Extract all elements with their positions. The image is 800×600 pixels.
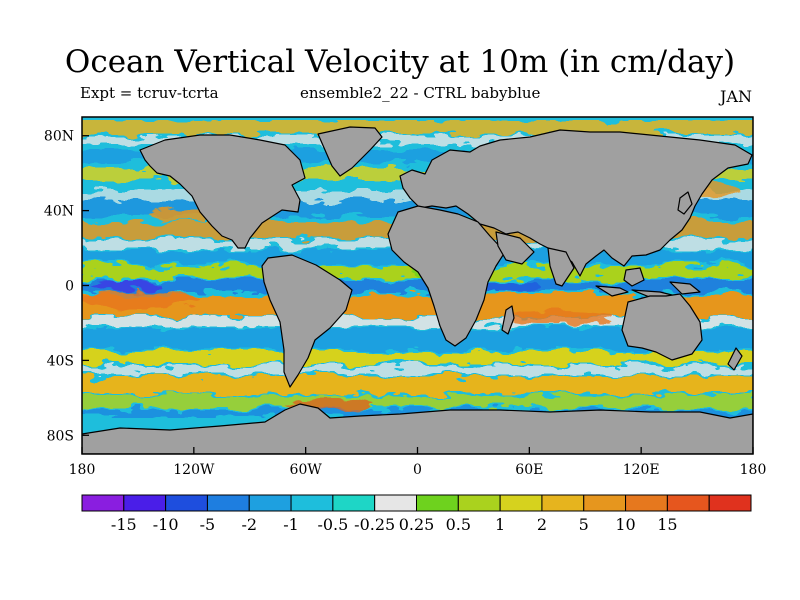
lon-tick-label: 180 (740, 462, 767, 478)
lat-tick-label: 80S (47, 428, 74, 444)
australia (621, 293, 703, 361)
lon-tick-label: 0 (413, 462, 422, 478)
lat-tick-label: 0 (65, 279, 74, 295)
ocean-field (82, 117, 753, 454)
colorbar-label: -10 (153, 515, 179, 534)
colorbar-swatch (625, 494, 668, 512)
colorbar-swatch (81, 494, 125, 512)
colorbar-swatch (583, 494, 627, 512)
experiment-label: Expt = tcruv-tcrta (80, 84, 219, 102)
colorbar-label: -1 (283, 515, 299, 534)
eurasia (399, 129, 753, 277)
india (547, 247, 575, 287)
colorbar-label: -0.5 (317, 515, 348, 534)
new-zealand (727, 347, 743, 371)
colorbar-swatch (374, 494, 417, 512)
new-guinea (669, 281, 701, 295)
colorbar-swatch (416, 494, 459, 512)
lon-tick-label: 120E (623, 462, 660, 478)
colorbar-swatch (457, 494, 501, 512)
colorbar-label: -15 (111, 515, 137, 534)
colorbar-swatch (708, 494, 752, 512)
arabia (495, 231, 535, 265)
africa (387, 205, 506, 347)
lon-tick-label: 60E (515, 462, 543, 478)
colorbar-swatch (290, 494, 334, 512)
colorbar-label: -2 (241, 515, 257, 534)
colorbar-label: 0.25 (399, 515, 435, 534)
month-label: JAN (720, 87, 752, 106)
land-masses (82, 126, 753, 454)
madagascar (501, 305, 515, 335)
colorbar-swatch (165, 494, 208, 512)
colorbar-label: 0.5 (446, 515, 471, 534)
ensemble-label: ensemble2_22 - CTRL babyblue (300, 84, 541, 102)
lon-tick-label: 180 (69, 462, 96, 478)
north-america (139, 134, 306, 249)
colorbar-swatch (666, 494, 710, 512)
colorbar-label: 15 (657, 515, 677, 534)
colorbar-label: 1 (495, 515, 505, 534)
lat-tick-label: 40N (44, 204, 74, 220)
lat-tick-label: 40S (47, 353, 74, 369)
colorbar-swatch (206, 494, 250, 512)
lat-tick-label: 80N (44, 129, 74, 145)
colorbar: -15 -10 -5 -2 -1 -0.5 -0.25 0.25 0.5 1 2 5 10 15 (81, 494, 752, 534)
colorbar-label: -0.25 (354, 515, 395, 534)
lon-tick-label: 60W (290, 462, 323, 478)
axis-ticks: 80N 40N 0 40S 80S 180 120W 60W 0 60E 120E 180 (44, 129, 766, 478)
borneo (623, 267, 645, 287)
japan (677, 191, 693, 215)
colorbar-label: 2 (537, 515, 547, 534)
colorbar-swatch (332, 494, 376, 512)
lon-tick-label: 120W (173, 462, 215, 478)
antarctica (82, 403, 753, 454)
south-america (261, 254, 353, 388)
colorbar-swatch (123, 494, 167, 512)
colorbar-swatch (248, 494, 292, 512)
plot-title: Ocean Vertical Velocity at 10m (in cm/da… (64, 44, 736, 80)
colorbar-swatch (541, 494, 585, 512)
colorbar-label: 5 (579, 515, 589, 534)
greenland (317, 126, 383, 177)
colorbar-swatch (499, 494, 543, 512)
colorbar-label: 10 (615, 515, 635, 534)
colorbar-label: -5 (200, 515, 216, 534)
